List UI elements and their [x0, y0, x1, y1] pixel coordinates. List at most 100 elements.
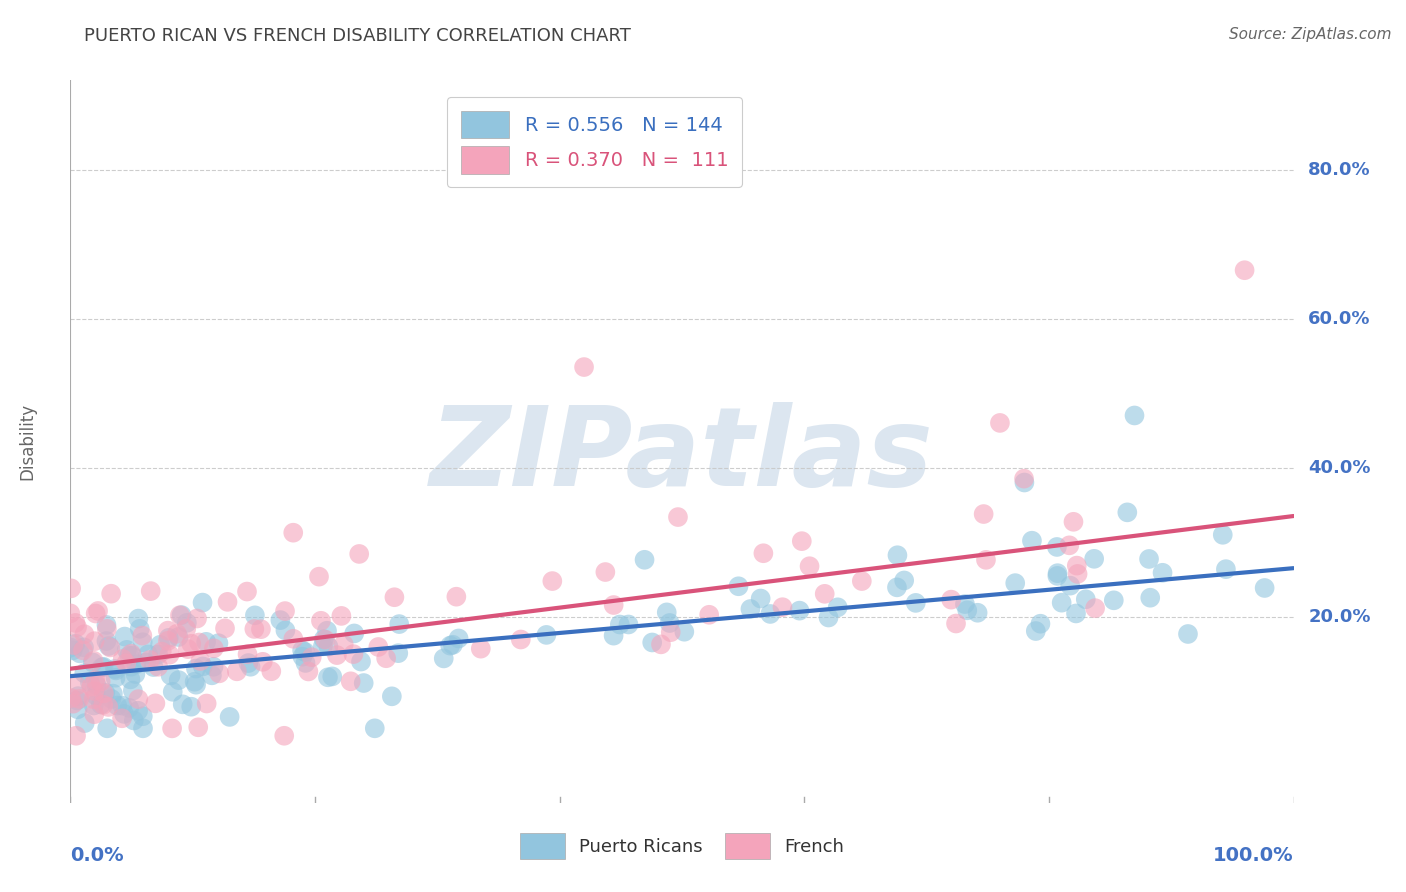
Point [90, 660, 112, 674]
Point [120, 647, 142, 661]
Point [790, 534, 813, 549]
Point [447, 632, 470, 646]
Legend: Puerto Ricans, French: Puerto Ricans, French [513, 826, 851, 866]
Point [274, 624, 297, 638]
Point [387, 646, 409, 660]
Point [62, 643, 84, 657]
Point [208, 666, 231, 681]
Point [127, 692, 149, 706]
Point [94, 686, 117, 700]
Point [294, 645, 316, 659]
Point [974, 553, 997, 567]
Point [342, 647, 364, 661]
Point [66, 702, 89, 716]
Point [851, 574, 873, 588]
Point [1074, 592, 1097, 607]
Point [381, 690, 404, 704]
Point [1139, 591, 1161, 605]
Text: 100.0%: 100.0% [1213, 847, 1294, 865]
Point [312, 640, 335, 654]
Point [1083, 551, 1105, 566]
Point [314, 632, 336, 647]
Point [111, 652, 134, 666]
Point [114, 630, 136, 644]
Point [180, 637, 202, 651]
Point [191, 659, 214, 673]
Point [93, 686, 115, 700]
Point [195, 697, 218, 711]
Point [121, 648, 143, 663]
Point [121, 683, 143, 698]
Point [214, 621, 236, 635]
Point [243, 622, 266, 636]
Point [127, 704, 149, 718]
Point [617, 617, 640, 632]
Point [62, 697, 84, 711]
Text: ZIPatlas: ZIPatlas [430, 402, 934, 509]
Point [186, 611, 208, 625]
Point [1062, 515, 1084, 529]
Point [132, 635, 155, 649]
Point [132, 709, 155, 723]
Point [184, 662, 207, 676]
Point [202, 641, 225, 656]
Point [326, 648, 349, 662]
Point [187, 720, 209, 734]
Point [1029, 616, 1052, 631]
Point [1004, 576, 1026, 591]
Point [941, 592, 963, 607]
Point [1137, 552, 1160, 566]
Point [73, 640, 96, 655]
Point [886, 548, 908, 562]
Point [90, 674, 112, 689]
Point [1102, 593, 1125, 607]
Point [308, 569, 330, 583]
Point [291, 649, 314, 664]
Point [1046, 569, 1069, 583]
Point [291, 643, 314, 657]
Point [172, 698, 194, 712]
Point [439, 639, 461, 653]
Point [101, 687, 124, 701]
Point [146, 659, 169, 673]
Point [62, 638, 84, 652]
Point [509, 632, 531, 647]
Point [84, 673, 107, 687]
Point [167, 630, 190, 644]
Point [260, 665, 283, 679]
Point [1233, 263, 1256, 277]
Point [139, 584, 162, 599]
Point [201, 668, 224, 682]
Point [159, 648, 181, 662]
Point [82, 656, 104, 670]
Point [659, 625, 682, 640]
Point [120, 673, 142, 687]
Point [132, 721, 155, 735]
Point [180, 699, 202, 714]
Point [166, 626, 188, 640]
Point [136, 648, 159, 662]
Point [1253, 581, 1275, 595]
Point [666, 510, 689, 524]
Point [1177, 627, 1199, 641]
Point [343, 626, 366, 640]
Point [170, 608, 193, 623]
Point [1152, 566, 1174, 580]
Point [1215, 562, 1237, 576]
Point [156, 633, 179, 648]
Point [1025, 624, 1047, 638]
Point [274, 604, 297, 618]
Point [65, 679, 87, 693]
Point [191, 596, 214, 610]
Point [988, 416, 1011, 430]
Point [146, 648, 169, 662]
Point [236, 584, 259, 599]
Point [697, 607, 720, 622]
Point [135, 656, 157, 670]
Point [740, 602, 762, 616]
Point [595, 565, 617, 579]
Point [59, 640, 82, 655]
Point [80, 680, 103, 694]
Text: Disability: Disability [18, 403, 37, 480]
Point [318, 640, 340, 654]
